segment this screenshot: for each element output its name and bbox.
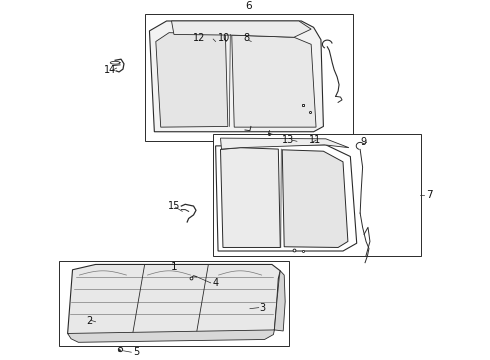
- Polygon shape: [232, 35, 316, 127]
- Polygon shape: [220, 138, 349, 149]
- Polygon shape: [68, 330, 274, 342]
- Polygon shape: [282, 150, 348, 247]
- Text: 3: 3: [260, 303, 266, 312]
- Text: 14: 14: [104, 65, 117, 75]
- Text: 7: 7: [426, 190, 433, 201]
- Bar: [59, 261, 289, 346]
- Text: 5: 5: [133, 347, 140, 357]
- Polygon shape: [220, 148, 280, 247]
- Text: 1: 1: [171, 262, 178, 272]
- Polygon shape: [149, 21, 323, 132]
- Text: 6: 6: [245, 1, 252, 11]
- Text: 4: 4: [212, 278, 218, 288]
- Polygon shape: [68, 265, 280, 339]
- Text: 13: 13: [282, 135, 294, 144]
- Text: 12: 12: [194, 33, 206, 43]
- Polygon shape: [172, 21, 311, 37]
- Polygon shape: [156, 33, 228, 127]
- Text: 2: 2: [87, 316, 93, 326]
- Text: 10: 10: [218, 33, 230, 43]
- Text: 11: 11: [309, 135, 321, 144]
- Bar: [145, 14, 353, 141]
- Text: 15: 15: [168, 201, 180, 211]
- Text: 9: 9: [361, 137, 367, 147]
- Polygon shape: [274, 271, 285, 331]
- Bar: [213, 134, 421, 256]
- Text: 8: 8: [244, 33, 249, 43]
